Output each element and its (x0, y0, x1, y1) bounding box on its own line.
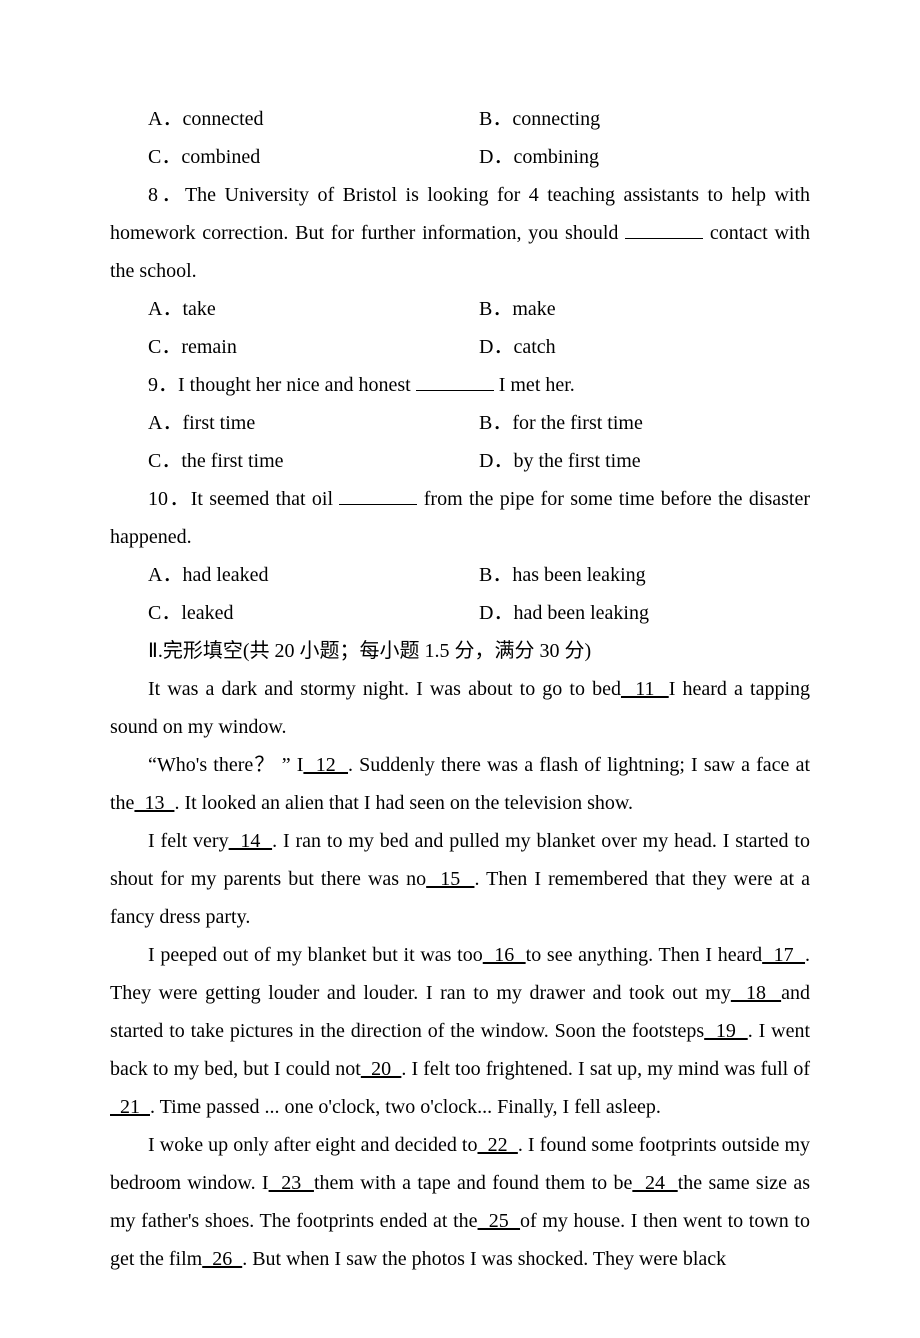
q9-opt-a: A．first time (148, 404, 479, 442)
cloze-p1: It was a dark and stormy night. I was ab… (110, 670, 810, 746)
q9-blank (416, 370, 494, 391)
q10-opt-a: A．had leaked (148, 556, 479, 594)
blank-19: 19 (704, 1020, 748, 1042)
p3a: I felt very (148, 830, 229, 852)
blank-15: 15 (426, 868, 474, 890)
p1a: It was a dark and stormy night. I was ab… (148, 678, 621, 700)
blank-23: 23 (269, 1172, 314, 1194)
blank-17: 17 (762, 944, 805, 966)
blank-12: 12 (303, 754, 348, 776)
q8-opt-c: C．remain (148, 328, 479, 366)
p4f: . I felt too frightened. I sat up, my mi… (401, 1058, 810, 1080)
q8-text: 8．The University of Bristol is looking f… (110, 176, 810, 290)
q8-blank (625, 218, 703, 239)
p5c: them with a tape and found them to be (314, 1172, 632, 1194)
cloze-p3: I felt very 14 . I ran to my bed and pul… (110, 822, 810, 936)
p5a: I woke up only after eight and decided t… (148, 1134, 477, 1156)
blank-16: 16 (483, 944, 526, 966)
p5f: . But when I saw the photos I was shocke… (242, 1248, 726, 1270)
q9-opt-c: C．the first time (148, 442, 479, 480)
blank-11: 11 (621, 678, 669, 700)
q10-opt-d: D．had been leaking (479, 594, 810, 632)
q10-opt-b: B．has been leaking (479, 556, 810, 594)
blank-14: 14 (229, 830, 272, 852)
q9-text: 9．I thought her nice and honest I met he… (110, 366, 810, 404)
q9-text-1: 9．I thought her nice and honest (148, 374, 416, 396)
q10-text-1: 10．It seemed that oil (148, 488, 339, 510)
q10-options: A．had leaked B．has been leaking C．leaked… (110, 556, 810, 632)
q7-opt-b: B．connecting (479, 100, 810, 138)
blank-13: 13 (134, 792, 174, 814)
blank-21: 21 (110, 1096, 150, 1118)
q9-options: A．first time B．for the first time C．the … (110, 404, 810, 480)
q7-options: A．connected B．connecting C．combined D．co… (110, 100, 810, 176)
blank-25: 25 (478, 1210, 521, 1232)
p4g: . Time passed ... one o'clock, two o'clo… (150, 1096, 661, 1118)
p2c: . It looked an alien that I had seen on … (174, 792, 633, 814)
p4b: to see anything. Then I heard (526, 944, 763, 966)
q8-options: A．take B．make C．remain D．catch (110, 290, 810, 366)
q7-opt-d: D．combining (479, 138, 810, 176)
q7-opt-a: A．connected (148, 100, 479, 138)
p2a: “Who's there？ ” I (148, 754, 303, 776)
cloze-p5: I woke up only after eight and decided t… (110, 1126, 810, 1278)
blank-24: 24 (632, 1172, 677, 1194)
q8-opt-a: A．take (148, 290, 479, 328)
q10-opt-c: C．leaked (148, 594, 479, 632)
q7-opt-c: C．combined (148, 138, 479, 176)
section2-title: Ⅱ.完形填空(共 20 小题；每小题 1.5 分，满分 30 分) (110, 632, 810, 670)
q10-text: 10．It seemed that oil from the pipe for … (110, 480, 810, 556)
document-page: A．connected B．connecting C．combined D．co… (0, 0, 920, 1338)
q9-opt-d: D．by the first time (479, 442, 810, 480)
cloze-p4: I peeped out of my blanket but it was to… (110, 936, 810, 1126)
q8-opt-b: B．make (479, 290, 810, 328)
blank-18: 18 (731, 982, 781, 1004)
cloze-p2: “Who's there？ ” I 12 . Suddenly there wa… (110, 746, 810, 822)
q10-blank (339, 484, 417, 505)
blank-22: 22 (477, 1134, 517, 1156)
p4a: I peeped out of my blanket but it was to… (148, 944, 483, 966)
blank-26: 26 (202, 1248, 242, 1270)
q9-text-2: I met her. (494, 374, 575, 396)
q9-opt-b: B．for the first time (479, 404, 810, 442)
blank-20: 20 (361, 1058, 402, 1080)
q8-opt-d: D．catch (479, 328, 810, 366)
